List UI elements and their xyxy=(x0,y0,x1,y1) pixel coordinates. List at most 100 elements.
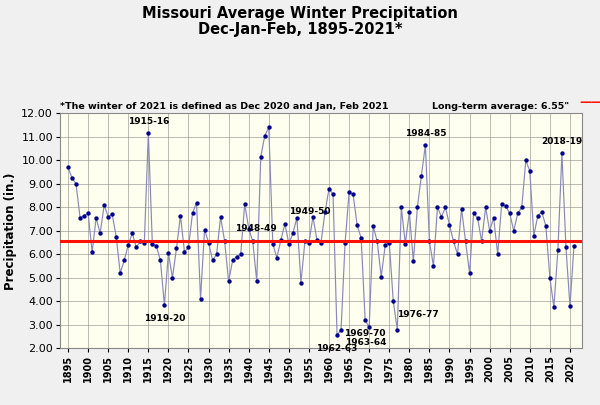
Point xyxy=(304,239,314,246)
Point xyxy=(388,298,398,305)
Point xyxy=(428,263,438,269)
Point xyxy=(425,238,434,245)
Point xyxy=(308,213,318,220)
Point xyxy=(184,244,193,251)
Point xyxy=(481,204,490,211)
Point xyxy=(376,273,386,280)
Point xyxy=(256,153,266,160)
Point xyxy=(79,212,89,219)
Point xyxy=(513,210,523,216)
Point xyxy=(204,239,214,246)
Point xyxy=(143,130,153,136)
Point xyxy=(449,238,458,245)
Point xyxy=(401,241,410,247)
Text: 1948-49: 1948-49 xyxy=(235,224,277,233)
Point xyxy=(155,257,165,264)
Point xyxy=(276,237,286,243)
Point xyxy=(397,204,406,211)
Point xyxy=(485,228,494,234)
Point xyxy=(200,226,209,233)
Point xyxy=(140,239,149,246)
Point xyxy=(63,164,73,171)
Point xyxy=(433,204,442,211)
Point xyxy=(216,213,226,220)
Point xyxy=(100,202,109,208)
Point xyxy=(212,251,221,258)
Point xyxy=(124,242,133,248)
Point xyxy=(240,200,250,207)
Point xyxy=(160,302,169,308)
Text: 1984-85: 1984-85 xyxy=(404,129,446,138)
Point xyxy=(188,210,197,216)
Y-axis label: Precipitation (in.): Precipitation (in.) xyxy=(4,172,17,290)
Point xyxy=(300,238,310,245)
Text: 2018-19: 2018-19 xyxy=(541,137,583,146)
Point xyxy=(477,238,487,245)
Point xyxy=(176,212,185,219)
Point xyxy=(95,230,105,237)
Text: 1976-77: 1976-77 xyxy=(397,310,439,319)
Text: Long-term average: 6.55": Long-term average: 6.55" xyxy=(432,102,569,111)
Point xyxy=(421,142,430,148)
Point xyxy=(107,211,117,217)
Point xyxy=(115,270,125,276)
Point xyxy=(349,191,358,198)
Point xyxy=(340,239,350,246)
Text: 1963-64: 1963-64 xyxy=(345,339,386,347)
Point xyxy=(91,215,101,221)
Point xyxy=(228,257,238,264)
Point xyxy=(71,181,81,187)
Point xyxy=(569,243,579,249)
Point xyxy=(312,237,322,243)
Point xyxy=(152,243,161,249)
Point xyxy=(75,215,85,221)
Point xyxy=(320,209,330,215)
Point xyxy=(404,209,414,215)
Text: Dec-Jan-Feb, 1895-2021*: Dec-Jan-Feb, 1895-2021* xyxy=(197,22,403,37)
Point xyxy=(284,241,293,247)
Point xyxy=(172,245,181,252)
Point xyxy=(67,175,77,181)
Point xyxy=(557,150,567,157)
Point xyxy=(280,221,290,227)
Point xyxy=(352,222,362,228)
Point xyxy=(332,332,342,339)
Point xyxy=(252,278,262,285)
Point xyxy=(461,238,470,245)
Point xyxy=(497,200,506,207)
Text: 1949-50: 1949-50 xyxy=(289,207,331,216)
Point xyxy=(457,205,466,212)
Point xyxy=(553,246,563,253)
Point xyxy=(192,199,202,206)
Point xyxy=(292,215,302,221)
Point xyxy=(103,213,113,220)
Point xyxy=(529,232,539,239)
Point xyxy=(521,157,530,164)
Point xyxy=(244,225,254,232)
Point xyxy=(336,326,346,333)
Text: 1969-70: 1969-70 xyxy=(344,329,386,338)
Point xyxy=(296,279,306,286)
Point xyxy=(344,189,354,195)
Point xyxy=(220,238,229,245)
Point xyxy=(196,296,205,302)
Point xyxy=(493,251,502,258)
Point xyxy=(83,210,93,216)
Point xyxy=(119,257,129,264)
Point xyxy=(268,241,278,247)
Point xyxy=(164,250,173,256)
Point xyxy=(517,204,527,211)
Point xyxy=(356,234,366,241)
Point xyxy=(445,222,454,228)
Point xyxy=(440,204,450,211)
Point xyxy=(260,132,269,139)
Text: 1915-16: 1915-16 xyxy=(128,117,169,126)
Point xyxy=(148,241,157,247)
Point xyxy=(88,249,97,255)
Point xyxy=(380,242,390,248)
Point xyxy=(473,215,482,221)
Point xyxy=(361,317,370,323)
Point xyxy=(127,230,137,237)
Point xyxy=(465,270,475,276)
Point xyxy=(364,324,374,330)
